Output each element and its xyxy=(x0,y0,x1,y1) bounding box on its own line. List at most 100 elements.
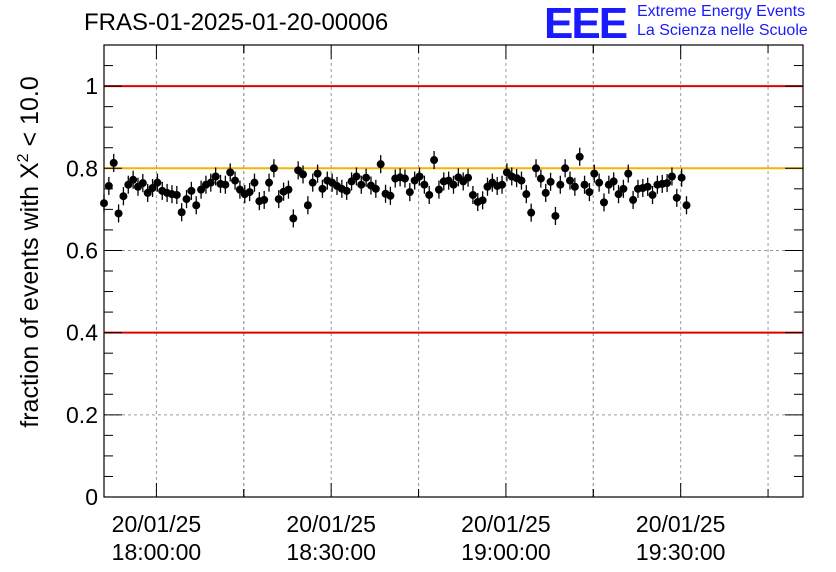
plot-frame xyxy=(103,44,804,498)
data-point xyxy=(546,177,555,186)
data-point xyxy=(119,192,128,201)
data-point xyxy=(575,152,584,161)
data-point xyxy=(527,208,536,217)
data-point xyxy=(561,164,570,173)
data-point xyxy=(143,188,152,197)
data-point xyxy=(400,174,409,183)
data-point xyxy=(590,169,599,178)
grid-lines xyxy=(104,45,803,497)
data-point xyxy=(352,172,361,181)
data-point xyxy=(405,188,414,197)
data-point xyxy=(347,177,356,186)
y-label-exponent: 2 xyxy=(15,153,32,162)
data-point xyxy=(250,178,259,187)
data-point xyxy=(187,186,196,195)
data-point xyxy=(541,188,550,197)
data-point xyxy=(197,185,206,194)
axes xyxy=(103,44,804,498)
data-point xyxy=(114,209,123,218)
data-point xyxy=(614,190,623,199)
data-point xyxy=(138,179,147,188)
logo-line1: Extreme Energy Events xyxy=(637,3,806,20)
data-point xyxy=(226,168,235,177)
y-tick-label: 0.8 xyxy=(66,155,98,181)
data-point xyxy=(629,195,638,204)
y-tick-label: 0.6 xyxy=(66,237,98,263)
data-point xyxy=(289,214,298,223)
data-point xyxy=(284,185,293,194)
data-points xyxy=(100,147,691,228)
data-point xyxy=(498,180,507,189)
data-point xyxy=(643,182,652,191)
chart-title: FRAS-01-2025-01-20-00006 xyxy=(84,9,389,36)
data-point xyxy=(595,178,604,187)
data-point xyxy=(265,178,274,187)
data-point xyxy=(206,178,215,187)
data-point xyxy=(129,175,138,184)
data-point xyxy=(420,180,429,189)
data-point xyxy=(299,170,308,179)
x-tick-date-label: 20/01/25 xyxy=(636,511,726,537)
data-point xyxy=(464,173,473,182)
data-point xyxy=(532,164,541,173)
data-point xyxy=(182,195,191,204)
data-point xyxy=(177,208,186,217)
data-point xyxy=(517,176,526,185)
data-point xyxy=(124,180,133,189)
data-point xyxy=(599,198,608,207)
eee-logo: EEE xyxy=(544,0,629,46)
data-point xyxy=(415,172,424,181)
logo-caption: Extreme Energy Events La Scienza nelle S… xyxy=(637,2,808,40)
x-tick-date-label: 20/01/25 xyxy=(461,511,551,537)
data-point xyxy=(682,201,691,210)
data-point xyxy=(211,172,220,181)
data-point xyxy=(318,184,327,193)
y-tick-label: 0.2 xyxy=(66,402,98,428)
data-point xyxy=(619,184,628,193)
data-point xyxy=(221,180,230,189)
logo-mark: EEE xyxy=(544,0,627,46)
y-label-main: fraction of events with X xyxy=(16,162,44,428)
data-point xyxy=(260,195,269,204)
data-point xyxy=(386,191,395,200)
x-tick-time-label: 19:00:00 xyxy=(461,539,551,565)
data-point xyxy=(677,173,686,182)
logo-line2: La Scienza nelle Scuole xyxy=(637,22,808,39)
data-point xyxy=(376,160,385,169)
data-point xyxy=(672,193,681,202)
data-point xyxy=(566,176,574,185)
data-point xyxy=(357,180,366,189)
data-point xyxy=(153,178,162,187)
x-tick-labels: 20/01/2518:00:0020/01/2518:30:0020/01/25… xyxy=(112,511,726,565)
y-tick-label: 1 xyxy=(85,73,98,99)
data-point xyxy=(624,169,633,178)
data-point xyxy=(371,184,380,193)
data-point xyxy=(109,158,118,167)
data-point xyxy=(274,195,283,204)
data-point xyxy=(663,179,672,188)
data-point xyxy=(342,186,351,195)
y-label-suffix: < 10.0 xyxy=(16,76,44,153)
data-point xyxy=(556,180,565,189)
data-point xyxy=(468,190,477,199)
x-tick-time-label: 19:30:00 xyxy=(636,539,726,565)
y-axis-label: fraction of events with X2 < 10.0 xyxy=(15,76,44,427)
data-point xyxy=(303,201,312,210)
data-point xyxy=(609,177,618,186)
data-point xyxy=(245,188,254,197)
x-tick-time-label: 18:00:00 xyxy=(112,539,202,565)
data-point xyxy=(104,181,113,190)
data-point xyxy=(362,173,371,182)
y-tick-labels: 0 0.2 0.4 0.6 0.8 1 xyxy=(66,73,98,510)
y-tick-label: 0 xyxy=(85,484,98,510)
data-point xyxy=(192,201,201,210)
data-point xyxy=(478,196,487,205)
data-point xyxy=(269,164,278,173)
data-point xyxy=(172,190,181,199)
data-point xyxy=(308,178,317,187)
data-point xyxy=(667,172,676,181)
data-point xyxy=(434,185,443,194)
reference-lines xyxy=(104,85,803,334)
data-point xyxy=(536,174,545,183)
